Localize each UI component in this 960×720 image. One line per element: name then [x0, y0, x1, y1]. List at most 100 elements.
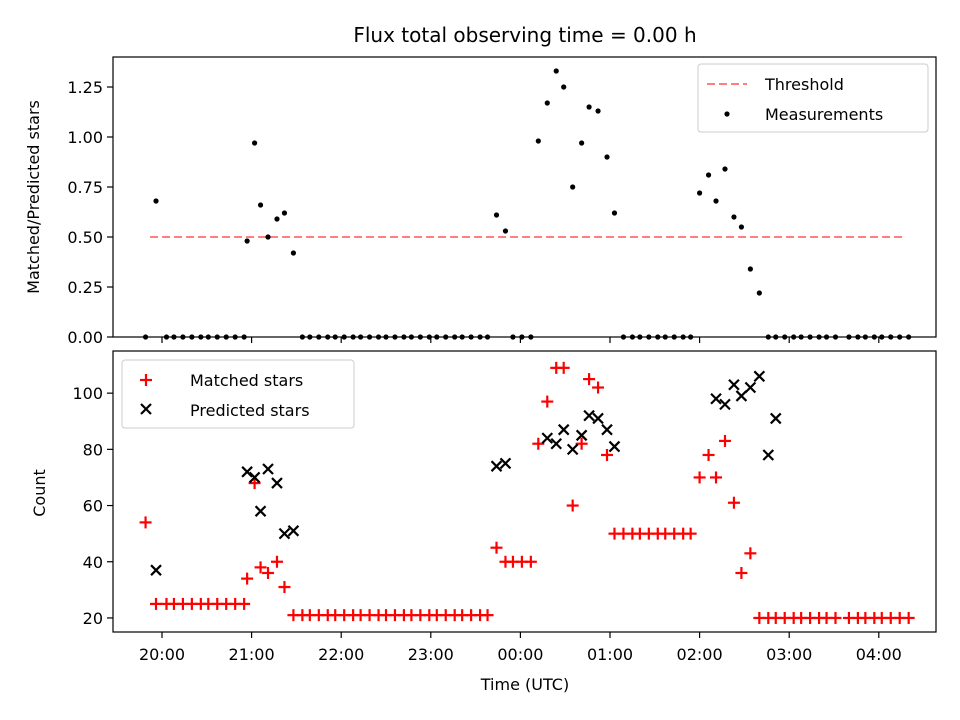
measurement-point	[722, 166, 728, 172]
predicted-point	[241, 466, 253, 478]
legend-predicted-label: Predicted stars	[190, 401, 310, 420]
measurement-point	[290, 250, 297, 256]
bottom-y-tick-label: 40	[83, 553, 103, 572]
measurement-point	[265, 234, 271, 240]
predicted-point	[601, 423, 613, 436]
measurement-point	[738, 224, 745, 230]
top-axes-frame	[112, 56, 937, 338]
measurement-point	[713, 198, 719, 204]
measurement-point	[153, 198, 159, 204]
predicted-point	[608, 440, 621, 453]
predicted-point	[541, 432, 554, 444]
measurement-point	[756, 290, 762, 296]
top-y-tick-label: 1.25	[67, 78, 103, 97]
top-panel: 0.00 0.25 0.50 0.75 1.00 1.25 Matched/Predict…	[24, 56, 937, 347]
predicted-point	[710, 392, 722, 405]
matched-point	[254, 561, 267, 574]
measurement-point	[731, 214, 737, 220]
top-y-tick-label: 0.75	[67, 178, 103, 197]
predicted-point	[575, 429, 588, 442]
bottom-y-axis-label: Count	[30, 469, 49, 517]
predicted-point	[762, 449, 775, 461]
bottom-y-tick-label: 20	[83, 609, 103, 628]
bottom-x-ticks: 20:00 21:00 22:00 23:00 00:00 01:00 02:00 03:00…	[139, 632, 902, 664]
matched-point	[248, 477, 261, 490]
matched-points	[139, 361, 915, 624]
bottom-y-tick-label: 100	[72, 384, 103, 403]
x-tick-label: 01:00	[587, 645, 633, 664]
matched-point	[557, 361, 570, 374]
measurement-point	[257, 202, 264, 208]
predicted-point	[744, 381, 757, 394]
x-tick-label: 02:00	[677, 645, 723, 664]
measurement-point	[535, 138, 541, 144]
matched-point	[601, 448, 614, 461]
matched-point	[902, 611, 915, 624]
predicted-point	[735, 390, 748, 402]
legend-measurements-swatch	[724, 111, 730, 117]
top-y-ticks: 0.00 0.25 0.50 0.75 1.00 1.25	[67, 78, 113, 347]
predicted-points	[150, 370, 782, 576]
top-y-tick-label: 0.50	[67, 228, 103, 247]
matched-point	[592, 381, 605, 394]
top-y-tick-label: 0.25	[67, 278, 103, 297]
top-y-tick-label: 1.00	[67, 128, 103, 147]
measurement-point	[747, 266, 753, 272]
measurement-point	[544, 100, 550, 106]
x-tick-label: 03:00	[766, 645, 812, 664]
legend-predicted-swatch	[140, 403, 152, 415]
matched-point	[490, 541, 503, 554]
predicted-point	[557, 423, 570, 436]
predicted-point	[248, 471, 261, 484]
bottom-legend: Matched stars Predicted stars	[121, 359, 355, 429]
matched-point	[718, 434, 731, 447]
measurement-point	[502, 228, 509, 234]
matched-point	[735, 566, 748, 579]
matched-point	[481, 609, 494, 622]
predicted-point	[262, 463, 274, 475]
predicted-point	[490, 460, 503, 472]
matched-point	[139, 516, 152, 529]
matched-point	[684, 527, 697, 540]
predicted-point	[550, 437, 563, 450]
bottom-y-ticks: 20 40 60 80 100	[72, 384, 113, 628]
measurement-point	[553, 68, 559, 74]
top-legend-box	[697, 63, 929, 133]
matched-point	[524, 555, 537, 568]
predicted-point	[254, 505, 267, 517]
matched-point	[727, 496, 740, 509]
measurement-point	[595, 108, 601, 114]
top-y-tick-label: 0.00	[67, 328, 103, 347]
matched-point	[262, 566, 275, 579]
bottom-axes-frame	[112, 350, 937, 633]
legend-matched-label: Matched stars	[190, 371, 303, 390]
predicted-point	[728, 378, 740, 391]
chart-title: Flux total observing time = 0.00 h	[353, 23, 696, 47]
matched-point	[270, 555, 283, 568]
x-tick-label: 04:00	[856, 645, 902, 664]
measurement-point	[705, 172, 712, 178]
matched-point	[566, 499, 579, 512]
legend-threshold-label: Threshold	[764, 75, 844, 94]
measurement-point	[493, 212, 500, 218]
x-tick-label: 20:00	[139, 645, 185, 664]
matched-point	[241, 572, 254, 585]
measurement-point	[586, 104, 592, 110]
measurement-point	[611, 210, 618, 216]
predicted-point	[753, 370, 766, 383]
matched-point	[710, 471, 723, 484]
matched-point	[693, 471, 706, 484]
matched-point	[583, 373, 596, 386]
top-x-ticks	[161, 337, 880, 343]
predicted-point	[271, 477, 283, 489]
predicted-point	[583, 409, 595, 422]
legend-measurements-label: Measurements	[765, 105, 883, 124]
matched-point	[150, 597, 163, 610]
predicted-point	[150, 564, 162, 576]
bottom-y-tick-label: 80	[83, 440, 103, 459]
matched-point	[278, 581, 291, 594]
x-tick-label: 21:00	[229, 645, 275, 664]
predicted-point	[499, 457, 512, 470]
top-y-axis-label: Matched/Predicted stars	[24, 100, 43, 294]
